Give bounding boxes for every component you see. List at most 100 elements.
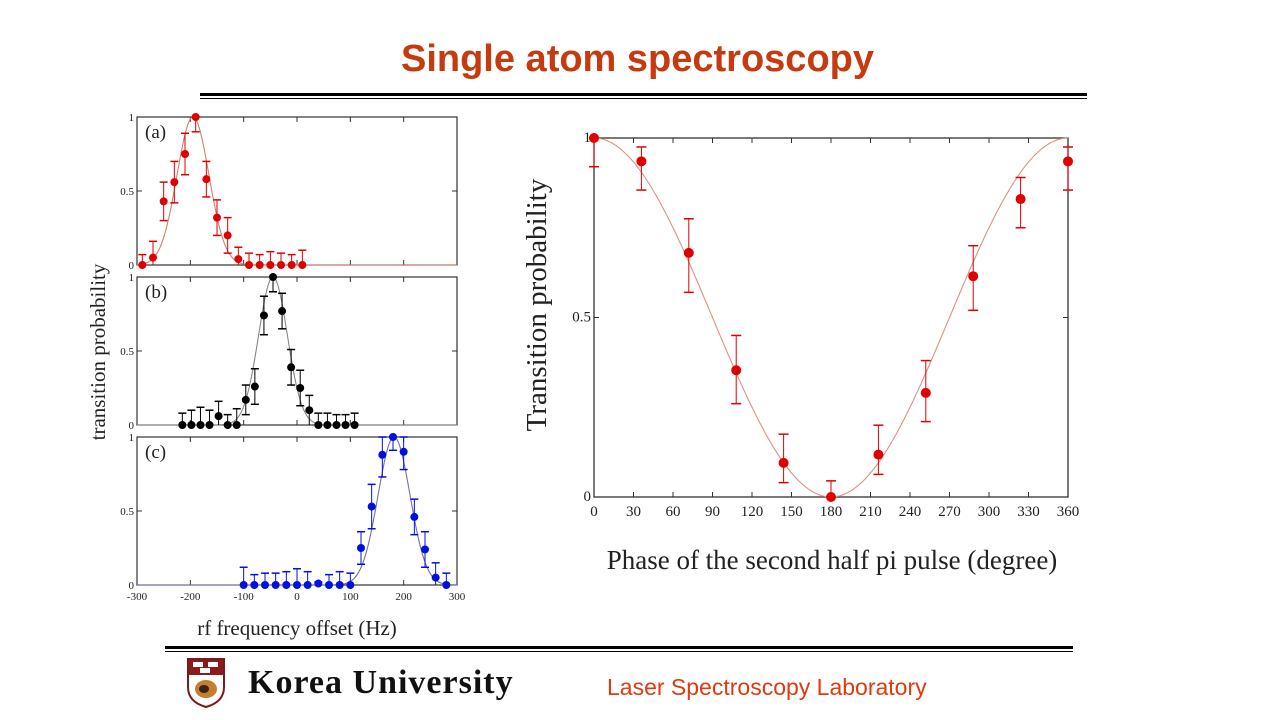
chart-panel-2 xyxy=(136,433,458,589)
university-crest-logo xyxy=(187,658,225,709)
x-tick-label: 60 xyxy=(666,504,681,520)
x-tick-label: 240 xyxy=(899,504,922,520)
x-tick-label: -300 xyxy=(127,591,148,603)
data-point xyxy=(442,581,451,589)
data-point xyxy=(296,384,305,392)
x-tick-label: 200 xyxy=(395,591,412,603)
data-point xyxy=(266,261,275,269)
y-tick-label: 0 xyxy=(129,420,135,432)
data-point xyxy=(287,261,296,269)
x-tick-label: 0 xyxy=(294,591,300,603)
data-point xyxy=(589,133,599,143)
data-point xyxy=(250,382,259,391)
y-tick-label: 0 xyxy=(584,489,592,505)
x-tick-label: -200 xyxy=(180,591,201,603)
data-point xyxy=(920,387,931,398)
plot-frame xyxy=(136,276,458,426)
y-tick-label: 0.5 xyxy=(120,506,134,518)
data-point xyxy=(250,581,259,589)
data-point xyxy=(968,271,979,282)
data-point xyxy=(303,581,312,589)
data-point xyxy=(357,544,365,552)
data-point xyxy=(277,261,285,269)
x-tick-label: 300 xyxy=(978,504,1001,520)
y-tick-label: 0.5 xyxy=(120,186,134,198)
data-point xyxy=(202,175,211,184)
data-point xyxy=(261,581,269,589)
data-point xyxy=(346,581,355,589)
data-point xyxy=(1015,194,1026,205)
data-point xyxy=(259,311,268,320)
data-point xyxy=(378,450,387,459)
fit-curve xyxy=(136,116,457,266)
data-point xyxy=(213,213,221,222)
data-point xyxy=(269,273,277,281)
panel-label: (b) xyxy=(145,282,167,303)
x-tick-label: 180 xyxy=(820,504,843,520)
data-point xyxy=(323,421,332,429)
panel-label: (c) xyxy=(145,442,166,463)
data-point xyxy=(223,231,232,240)
x-tick-label: -100 xyxy=(234,591,255,603)
chart-panel-1 xyxy=(136,273,458,429)
title-rule-thick xyxy=(200,93,1087,96)
data-point xyxy=(196,421,205,429)
data-point xyxy=(305,406,314,415)
data-point xyxy=(232,421,241,429)
data-point xyxy=(367,502,376,511)
x-tick-label: 0 xyxy=(590,504,598,520)
data-point xyxy=(298,261,307,269)
data-point xyxy=(170,178,179,187)
y-tick-label: 0 xyxy=(129,580,135,592)
data-point xyxy=(826,492,836,502)
data-point xyxy=(314,579,323,588)
data-point xyxy=(350,421,359,429)
y-tick-label: 1 xyxy=(584,130,592,146)
right-x-axis-label: Phase of the second half pi pulse (degre… xyxy=(607,545,1058,575)
data-point xyxy=(421,545,429,554)
data-point xyxy=(325,581,333,589)
data-point xyxy=(636,156,647,167)
data-point xyxy=(431,573,440,582)
data-point xyxy=(282,581,291,589)
data-point xyxy=(731,365,742,376)
x-tick-label: 100 xyxy=(342,591,359,603)
data-point xyxy=(293,581,301,589)
x-tick-label: 90 xyxy=(705,504,720,520)
y-tick-label: 1 xyxy=(129,272,135,284)
x-tick-label: 210 xyxy=(859,504,882,520)
slide-title: Single atom spectroscopy xyxy=(400,38,874,80)
x-tick-label: 30 xyxy=(626,504,641,520)
data-point xyxy=(159,197,168,206)
footer-rule-thin xyxy=(165,651,1073,652)
data-point xyxy=(178,421,187,429)
data-point xyxy=(335,581,344,589)
fit-curve xyxy=(137,436,457,586)
data-point xyxy=(191,113,200,121)
right-y-axis-label: Transition probability xyxy=(521,178,553,431)
panel-label: (a) xyxy=(145,122,166,143)
data-point xyxy=(341,421,350,429)
x-tick-label: 120 xyxy=(741,504,764,520)
data-point xyxy=(187,421,196,429)
chart-panel-0 xyxy=(136,113,458,269)
data-point xyxy=(314,421,323,429)
data-point xyxy=(149,253,157,262)
lab-name: Laser Spectroscopy Laboratory xyxy=(607,674,927,700)
data-point xyxy=(255,261,264,269)
x-tick-label: 150 xyxy=(780,504,803,520)
x-tick-label: 300 xyxy=(449,591,466,603)
data-point xyxy=(241,395,250,404)
data-point xyxy=(239,581,248,589)
chart-panel-3 xyxy=(589,133,1073,502)
data-point xyxy=(287,363,296,372)
x-tick-label: 360 xyxy=(1057,504,1080,520)
y-tick-label: 0 xyxy=(129,260,135,272)
data-point xyxy=(181,150,189,158)
left-x-axis-label: rf frequency offset (Hz) xyxy=(197,616,397,640)
plot-frame xyxy=(136,436,458,586)
data-point xyxy=(683,247,694,258)
fit-curve xyxy=(137,276,457,426)
y-tick-label: 0.5 xyxy=(572,310,591,326)
